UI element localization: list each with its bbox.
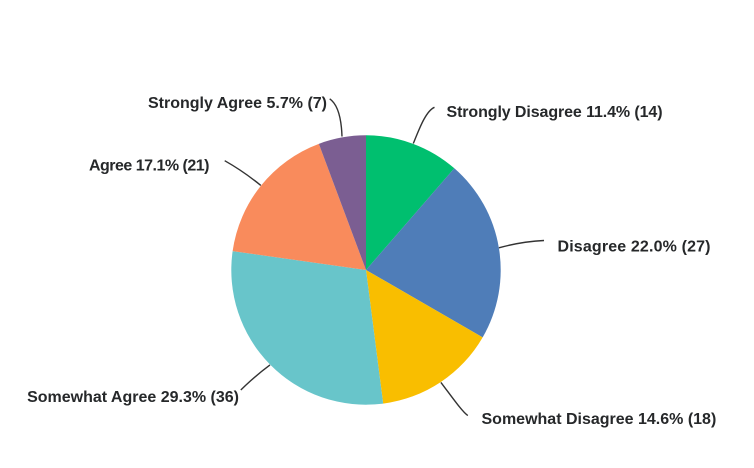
svg-text:Disagree 22.0% (27): Disagree 22.0% (27)	[558, 239, 711, 256]
svg-text:Somewhat Agree 29.3% (36): Somewhat Agree 29.3% (36)	[27, 389, 239, 406]
svg-text:Strongly Agree 5.7% (7): Strongly Agree 5.7% (7)	[148, 95, 327, 112]
svg-text:Strongly Disagree 11.4% (14): Strongly Disagree 11.4% (14)	[447, 104, 663, 121]
svg-text:Somewhat Disagree 14.6% (18): Somewhat Disagree 14.6% (18)	[482, 411, 717, 428]
svg-text:Agree 17.1% (21): Agree 17.1% (21)	[89, 157, 209, 174]
